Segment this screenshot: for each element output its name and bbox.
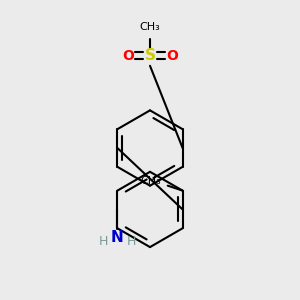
Text: O: O [122,49,134,63]
Text: H: H [99,235,108,248]
Text: CH₃: CH₃ [140,176,161,186]
Text: CH₃: CH₃ [140,22,160,32]
Text: H: H [127,235,136,248]
Text: N: N [111,230,124,245]
Text: S: S [145,48,155,63]
Text: O: O [166,49,178,63]
